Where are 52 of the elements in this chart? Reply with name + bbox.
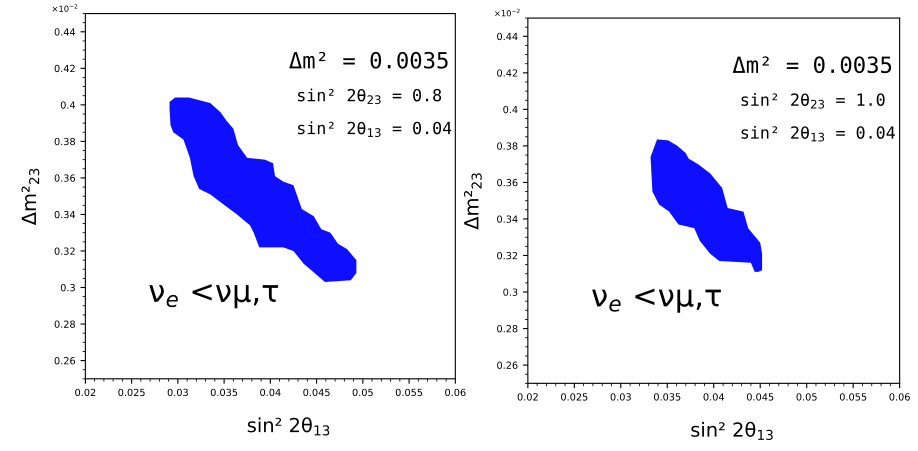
- x-tick-label: 0.04: [704, 393, 724, 401]
- y-tick-label: 0.28: [497, 325, 518, 332]
- y-tick-label: 0.32: [497, 252, 518, 260]
- x-tick-label: 0.025: [118, 388, 145, 396]
- annotation: Δm² = 0.0035: [289, 52, 448, 69]
- y-tick-label: 0.36: [497, 178, 518, 186]
- annotation: sin² 2θ$_{13}$ = 0.04: [298, 121, 452, 137]
- x-tick-label: 0.02: [518, 393, 538, 401]
- x-tick-label: 0.05: [796, 393, 817, 401]
- annotation: Δm² = 0.0035: [732, 56, 892, 74]
- x-tick-label: 0.035: [210, 388, 238, 396]
- text: ×10$^{−2}$: [52, 4, 78, 12]
- x-tick-label: 0.055: [396, 388, 422, 396]
- y-tick-label: 0.26: [497, 362, 518, 369]
- y-axis-title: Δm²$_{23}$: [464, 173, 482, 230]
- annotation: sin² 2θ$_{23}$ = 1.0: [742, 93, 885, 109]
- y-tick-label: 0.34: [497, 215, 518, 223]
- x-tick-label: 0.06: [889, 393, 910, 401]
- x-tick-label: 0.03: [168, 388, 188, 396]
- y-tick-label: 0.42: [54, 64, 75, 72]
- x-tick-label: 0.045: [303, 388, 330, 396]
- annotation: sin² 2θ$_{23}$ = 0.8: [298, 88, 442, 104]
- y-tick-label: 0.38: [497, 142, 518, 150]
- x-tick-label: 0.035: [654, 393, 680, 401]
- y-tick-label: 0.36: [54, 174, 76, 182]
- x-tick-label: 0.055: [840, 393, 866, 401]
- y-tick-label: 0.38: [54, 138, 75, 146]
- annotation: sin² 2θ$_{13}$ = 0.04: [742, 126, 895, 142]
- y-tick-label: 0.4: [60, 101, 76, 109]
- y-tick-label: 0.32: [54, 247, 75, 255]
- y-tick-label: 0.28: [54, 320, 75, 328]
- y-tick-label: 0.4: [503, 106, 518, 114]
- text: ×10$^{−2}$: [495, 8, 520, 16]
- annotation: ν$_{e}$ <νμ,τ: [149, 284, 278, 308]
- x-axis-title: sin² 2θ$_{13}$: [248, 417, 330, 436]
- y-tick-label: 0.3: [503, 288, 518, 296]
- y-axis-title: Δm²$_{23}$: [21, 168, 40, 226]
- y-tick-label: 0.26: [54, 357, 76, 364]
- x-tick-label: 0.045: [746, 393, 774, 401]
- y-tick-label: 0.44: [497, 32, 518, 40]
- y-tick-label: 0.42: [497, 69, 518, 77]
- x-tick-label: 0.03: [610, 393, 631, 401]
- x-tick-label: 0.025: [561, 393, 588, 401]
- y-tick-label: 0.44: [54, 28, 76, 36]
- x-tick-label: 0.02: [75, 388, 96, 396]
- x-axis-title: sin² 2θ$_{13}$: [691, 422, 773, 440]
- y-tick-label: 0.34: [54, 210, 76, 218]
- y-tick-label: 0.3: [60, 284, 75, 292]
- x-tick-label: 0.05: [352, 388, 373, 396]
- annotation: ν$_{e}$ <νμ,τ: [592, 288, 721, 313]
- x-tick-label: 0.06: [445, 388, 466, 396]
- x-tick-label: 0.04: [260, 388, 281, 396]
